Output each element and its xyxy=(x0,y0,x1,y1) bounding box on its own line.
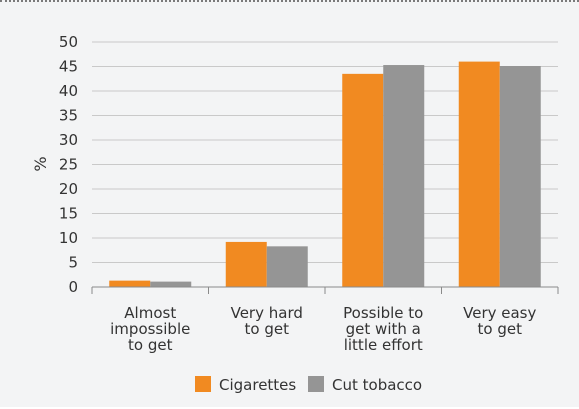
legend-item: Cigarettes xyxy=(195,376,296,394)
x-category-label: Very hard to get xyxy=(231,304,303,338)
y-tick-label: 50 xyxy=(59,33,78,51)
y-axis-label: % xyxy=(31,156,50,171)
y-axis-ticks: 0 5 10 15 20 25 30 35 40 45 50 xyxy=(59,33,78,296)
x-category-label: Possible to get with a little effort xyxy=(343,304,423,354)
bars xyxy=(109,61,541,287)
bar-cigarettes xyxy=(225,241,267,287)
y-tick-label: 25 xyxy=(59,156,78,174)
y-tick-label: 35 xyxy=(59,107,78,125)
y-tick-label: 5 xyxy=(68,254,78,272)
legend-label: Cut tobacco xyxy=(332,376,422,394)
y-tick-label: 10 xyxy=(59,229,78,247)
bar-cigarettes xyxy=(342,73,384,287)
legend-swatch xyxy=(195,376,211,392)
x-axis-categories: Almost impossible to get Very hard to get Pos… xyxy=(110,304,536,354)
x-category-label: Very easy to get xyxy=(463,304,536,338)
y-tick-label: 20 xyxy=(59,180,78,198)
legend: Cigarettes Cut tobacco xyxy=(195,376,422,394)
legend-item: Cut tobacco xyxy=(308,376,422,394)
x-category-label: Almost impossible to get xyxy=(110,304,190,354)
y-tick-label: 40 xyxy=(59,82,78,100)
bar-cut-tobacco xyxy=(150,281,192,287)
y-tick-label: 30 xyxy=(59,131,78,149)
legend-swatch xyxy=(308,376,324,392)
legend-label: Cigarettes xyxy=(219,376,296,394)
y-tick-label: 45 xyxy=(59,58,78,76)
bar-cut-tobacco xyxy=(383,65,425,287)
x-axis xyxy=(91,286,559,294)
bar-cigarettes xyxy=(109,280,151,287)
y-tick-label: 0 xyxy=(68,278,78,296)
y-tick-label: 15 xyxy=(59,205,78,223)
bar-cut-tobacco xyxy=(266,246,308,287)
gridlines xyxy=(92,41,558,263)
bar-cut-tobacco xyxy=(499,66,541,287)
bar-cigarettes xyxy=(458,61,500,287)
